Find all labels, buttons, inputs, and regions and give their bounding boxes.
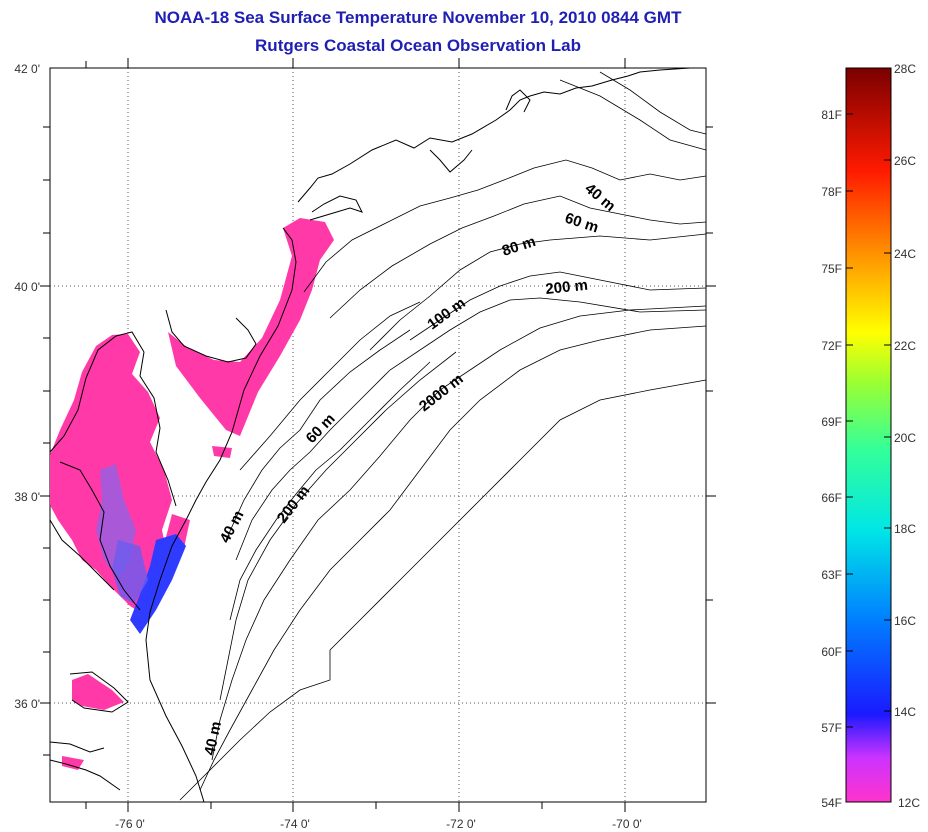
axis-ticks [40, 58, 716, 812]
lat-label: 42 0' [14, 62, 40, 76]
colorbar-f-label: 78F [821, 185, 842, 199]
map-subtitle: Rutgers Coastal Ocean Observation Lab [255, 36, 581, 55]
colorbar-f-label: 63F [821, 568, 842, 582]
lat-label: 38 0' [14, 490, 40, 504]
colorbar-c-label: 16C [894, 614, 916, 628]
lat-label: 40 0' [14, 280, 40, 294]
graticule [50, 68, 706, 802]
colorbar-f-label: 57F [821, 721, 842, 735]
lon-label: -72 0' [446, 817, 476, 831]
colorbar-c-label: 24C [894, 247, 916, 261]
map-title: NOAA-18 Sea Surface Temperature November… [154, 8, 682, 27]
lon-label: -74 0' [280, 817, 310, 831]
coastline [49, 67, 691, 803]
colorbar-c-label: 22C [894, 339, 916, 353]
colorbar-c-label: 14C [894, 705, 916, 719]
colorbar-c-label: 20C [894, 431, 916, 445]
colorbar-f-label: 60F [821, 645, 842, 659]
colorbar-ticks [846, 113, 891, 728]
longitude-labels: -76 0' -74 0' -72 0' -70 0' [115, 817, 642, 831]
sst-cool-water [96, 464, 186, 634]
colorbar-c-label: 18C [894, 522, 916, 536]
colorbar-f-label: 66F [821, 491, 842, 505]
lon-label: -70 0' [612, 817, 642, 831]
latitude-labels: 42 0' 40 0' 38 0' 36 0' [14, 62, 40, 711]
colorbar-c-label: 12C [898, 796, 920, 810]
colorbar [845, 67, 892, 803]
colorbar-c-label: 28C [894, 62, 916, 76]
bathymetry-contours [179, 71, 707, 801]
lon-label: -76 0' [115, 817, 145, 831]
colorbar-f-labels: 81F 78F 75F 72F 69F 66F 63F 60F 57F 54F [821, 108, 842, 810]
colorbar-f-label: 72F [821, 339, 842, 353]
lat-label: 36 0' [14, 697, 40, 711]
colorbar-c-label: 26C [894, 154, 916, 168]
colorbar-f-label: 81F [821, 108, 842, 122]
contour-label: 200 m [545, 277, 589, 298]
colorbar-f-label: 54F [821, 796, 842, 810]
colorbar-c-labels: 28C 26C 24C 22C 20C 18C 16C 14C 12C [894, 62, 920, 810]
colorbar-f-label: 75F [821, 262, 842, 276]
contour-label: 40 m [201, 720, 225, 757]
colorbar-f-label: 69F [821, 415, 842, 429]
